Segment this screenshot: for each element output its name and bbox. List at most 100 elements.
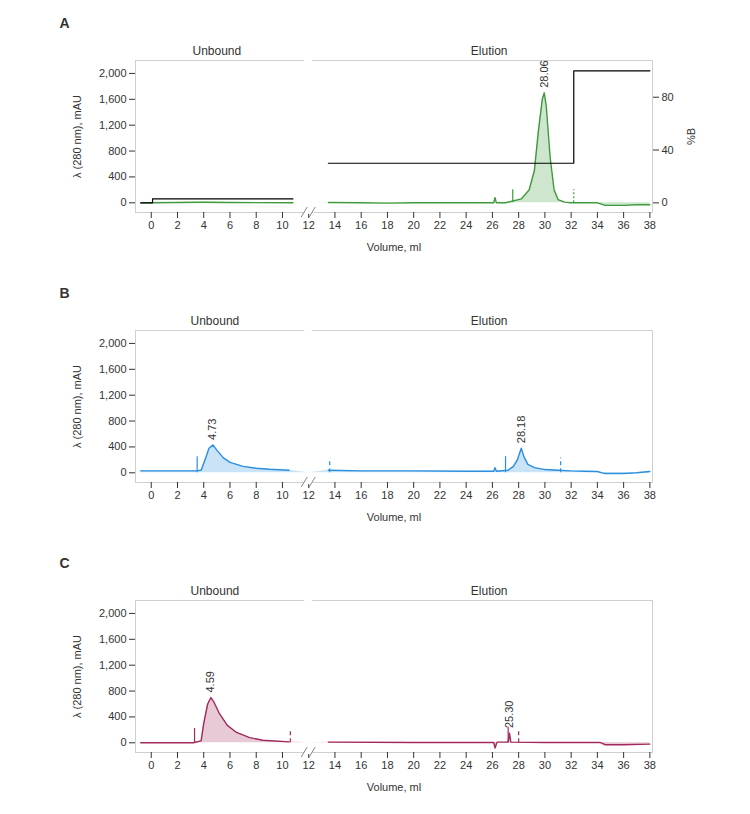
svg-text:25.30: 25.30 bbox=[503, 701, 515, 729]
svg-text:30: 30 bbox=[539, 489, 551, 501]
svg-text:2,000: 2,000 bbox=[99, 607, 127, 619]
svg-text:12: 12 bbox=[303, 219, 315, 231]
svg-text:22: 22 bbox=[434, 759, 446, 771]
svg-text:80: 80 bbox=[662, 91, 674, 103]
svg-text:34: 34 bbox=[591, 489, 603, 501]
svg-text:26: 26 bbox=[486, 489, 498, 501]
svg-text:28: 28 bbox=[513, 219, 525, 231]
svg-text:24: 24 bbox=[460, 489, 472, 501]
svg-text:26: 26 bbox=[486, 219, 498, 231]
svg-text:32: 32 bbox=[565, 489, 577, 501]
svg-text:16: 16 bbox=[355, 219, 367, 231]
svg-text:28.18: 28.18 bbox=[515, 416, 527, 444]
svg-text:22: 22 bbox=[434, 489, 446, 501]
svg-text:4: 4 bbox=[201, 219, 207, 231]
svg-text:4.73: 4.73 bbox=[206, 419, 218, 440]
svg-text:20: 20 bbox=[408, 489, 420, 501]
svg-text:%B: %B bbox=[685, 128, 697, 145]
svg-text:8: 8 bbox=[253, 489, 259, 501]
svg-text:24: 24 bbox=[460, 759, 472, 771]
svg-text:34: 34 bbox=[591, 759, 603, 771]
svg-text:12: 12 bbox=[303, 489, 315, 501]
svg-text:800: 800 bbox=[108, 145, 126, 157]
svg-text:30: 30 bbox=[539, 219, 551, 231]
svg-text:12: 12 bbox=[303, 759, 315, 771]
svg-text:14: 14 bbox=[329, 489, 341, 501]
svg-text:6: 6 bbox=[227, 489, 233, 501]
svg-text:C: C bbox=[60, 555, 70, 571]
svg-text:26: 26 bbox=[486, 759, 498, 771]
svg-text:28: 28 bbox=[513, 759, 525, 771]
svg-text:Elution: Elution bbox=[471, 584, 508, 598]
svg-text:18: 18 bbox=[381, 219, 393, 231]
svg-text:λ (280 nm), mAU: λ (280 nm), mAU bbox=[71, 635, 83, 718]
svg-text:Unbound: Unbound bbox=[191, 314, 240, 328]
svg-text:800: 800 bbox=[108, 685, 126, 697]
svg-text:Volume, ml: Volume, ml bbox=[367, 781, 421, 793]
svg-text:800: 800 bbox=[108, 415, 126, 427]
svg-text:0: 0 bbox=[148, 219, 154, 231]
svg-text:λ (280 nm), mAU: λ (280 nm), mAU bbox=[71, 95, 83, 178]
svg-text:20: 20 bbox=[408, 759, 420, 771]
svg-text:2: 2 bbox=[174, 489, 180, 501]
svg-text:1,600: 1,600 bbox=[99, 93, 127, 105]
svg-text:18: 18 bbox=[381, 489, 393, 501]
svg-text:6: 6 bbox=[227, 219, 233, 231]
svg-text:400: 400 bbox=[108, 170, 126, 182]
svg-text:1,600: 1,600 bbox=[99, 633, 127, 645]
svg-text:28.06: 28.06 bbox=[538, 60, 550, 88]
svg-text:Volume, ml: Volume, ml bbox=[367, 511, 421, 523]
svg-text:0: 0 bbox=[148, 489, 154, 501]
svg-text:38: 38 bbox=[644, 489, 656, 501]
svg-text:36: 36 bbox=[618, 489, 630, 501]
svg-text:0: 0 bbox=[120, 196, 126, 208]
svg-text:400: 400 bbox=[108, 440, 126, 452]
svg-text:2,000: 2,000 bbox=[99, 67, 127, 79]
svg-text:16: 16 bbox=[355, 759, 367, 771]
svg-text:λ (280 nm), mAU: λ (280 nm), mAU bbox=[71, 365, 83, 448]
svg-text:14: 14 bbox=[329, 219, 341, 231]
svg-text:1,200: 1,200 bbox=[99, 659, 127, 671]
svg-text:B: B bbox=[60, 285, 70, 301]
svg-text:4: 4 bbox=[201, 489, 207, 501]
svg-text:2: 2 bbox=[174, 219, 180, 231]
svg-text:Elution: Elution bbox=[471, 314, 508, 328]
svg-text:1,200: 1,200 bbox=[99, 389, 127, 401]
svg-text:1,200: 1,200 bbox=[99, 119, 127, 131]
svg-text:10: 10 bbox=[276, 219, 288, 231]
svg-text:1,600: 1,600 bbox=[99, 363, 127, 375]
svg-text:8: 8 bbox=[253, 759, 259, 771]
svg-text:20: 20 bbox=[408, 219, 420, 231]
svg-text:32: 32 bbox=[565, 219, 577, 231]
svg-text:10: 10 bbox=[276, 759, 288, 771]
svg-text:38: 38 bbox=[644, 219, 656, 231]
svg-text:22: 22 bbox=[434, 219, 446, 231]
svg-text:34: 34 bbox=[591, 219, 603, 231]
svg-text:38: 38 bbox=[644, 759, 656, 771]
svg-text:36: 36 bbox=[618, 759, 630, 771]
svg-text:8: 8 bbox=[253, 219, 259, 231]
svg-text:24: 24 bbox=[460, 219, 472, 231]
svg-text:30: 30 bbox=[539, 759, 551, 771]
svg-text:0: 0 bbox=[148, 759, 154, 771]
svg-text:A: A bbox=[60, 15, 70, 31]
svg-text:2: 2 bbox=[174, 759, 180, 771]
svg-text:6: 6 bbox=[227, 759, 233, 771]
svg-text:28: 28 bbox=[513, 489, 525, 501]
svg-text:2,000: 2,000 bbox=[99, 337, 127, 349]
svg-text:40: 40 bbox=[662, 144, 674, 156]
svg-text:4: 4 bbox=[201, 759, 207, 771]
svg-text:0: 0 bbox=[662, 196, 668, 208]
svg-text:0: 0 bbox=[120, 466, 126, 478]
svg-text:400: 400 bbox=[108, 710, 126, 722]
svg-text:Volume, ml: Volume, ml bbox=[367, 241, 421, 253]
svg-text:10: 10 bbox=[276, 489, 288, 501]
svg-text:32: 32 bbox=[565, 759, 577, 771]
svg-text:16: 16 bbox=[355, 489, 367, 501]
svg-text:Unbound: Unbound bbox=[191, 584, 240, 598]
svg-text:4.59: 4.59 bbox=[204, 671, 216, 692]
svg-text:18: 18 bbox=[381, 759, 393, 771]
svg-text:0: 0 bbox=[120, 736, 126, 748]
svg-text:36: 36 bbox=[618, 219, 630, 231]
svg-text:Unbound: Unbound bbox=[192, 44, 241, 58]
